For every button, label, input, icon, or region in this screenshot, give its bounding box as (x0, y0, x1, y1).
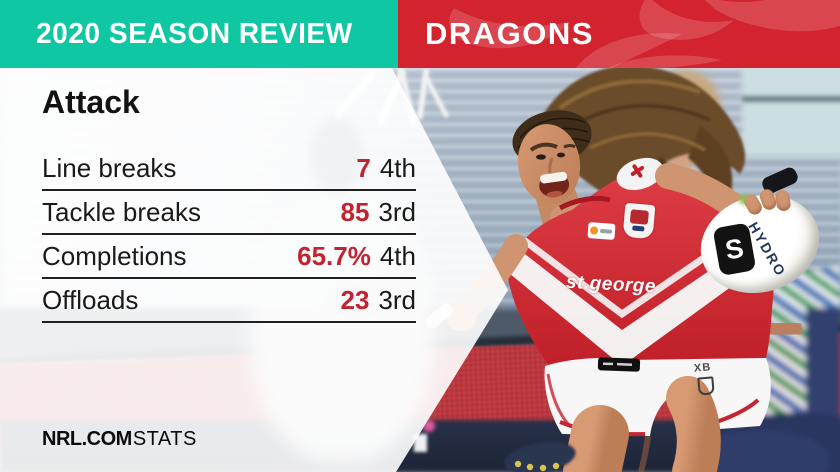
stat-label: Completions (42, 240, 187, 271)
team-name: DRAGONS (425, 16, 594, 51)
glass-frame (742, 96, 840, 102)
stat-rank: 3rd (378, 196, 416, 227)
jersey-sponsor-text: st.george (565, 271, 657, 298)
stat-rank: 4th (379, 152, 416, 183)
stat-value: 85 (340, 196, 370, 227)
stat-label: Offloads (42, 284, 139, 315)
stat-row: Tackle breaks 85 3rd (42, 191, 416, 235)
dragons-player-figure (425, 68, 840, 472)
stat-label: Tackle breaks (42, 196, 201, 227)
shorts-brand-text: XB (693, 361, 712, 375)
stats-panel: Attack Line breaks 7 4th Tackle breaks 8… (0, 68, 508, 472)
season-title: 2020 SEASON REVIEW (36, 17, 353, 50)
dragons-club-badge (622, 202, 656, 240)
nrl-shield-icon (697, 376, 715, 396)
brand-light-text: STATS (132, 428, 197, 450)
section-title: Attack (42, 84, 140, 120)
sponsor-patch (587, 222, 616, 240)
stat-row: Offloads 23 3rd (42, 279, 416, 323)
stat-rank: 3rd (378, 284, 416, 315)
stat-row: Line breaks 7 4th (42, 147, 416, 191)
stat-rank: 4th (379, 240, 416, 271)
xblades-logo-icon (627, 160, 648, 181)
team-banner: DRAGONS (398, 0, 840, 68)
brand-bold-text: NRL.COM (42, 428, 132, 450)
nrl-stats-brand: NRL.COMSTATS (42, 428, 197, 451)
stats-table: Line breaks 7 4th Tackle breaks 85 3rd C… (42, 147, 416, 323)
stat-label: Line breaks (42, 152, 177, 183)
stat-value: 7 (356, 152, 371, 183)
season-banner: 2020 SEASON REVIEW (0, 0, 398, 68)
stat-row: Completions 65.7% 4th (42, 235, 416, 279)
stat-value: 23 (340, 284, 370, 315)
background-white-blur (414, 434, 427, 452)
dragon-watermark-icon (449, 0, 840, 68)
glass-box (742, 68, 840, 156)
stat-value: 65.7% (297, 240, 371, 271)
